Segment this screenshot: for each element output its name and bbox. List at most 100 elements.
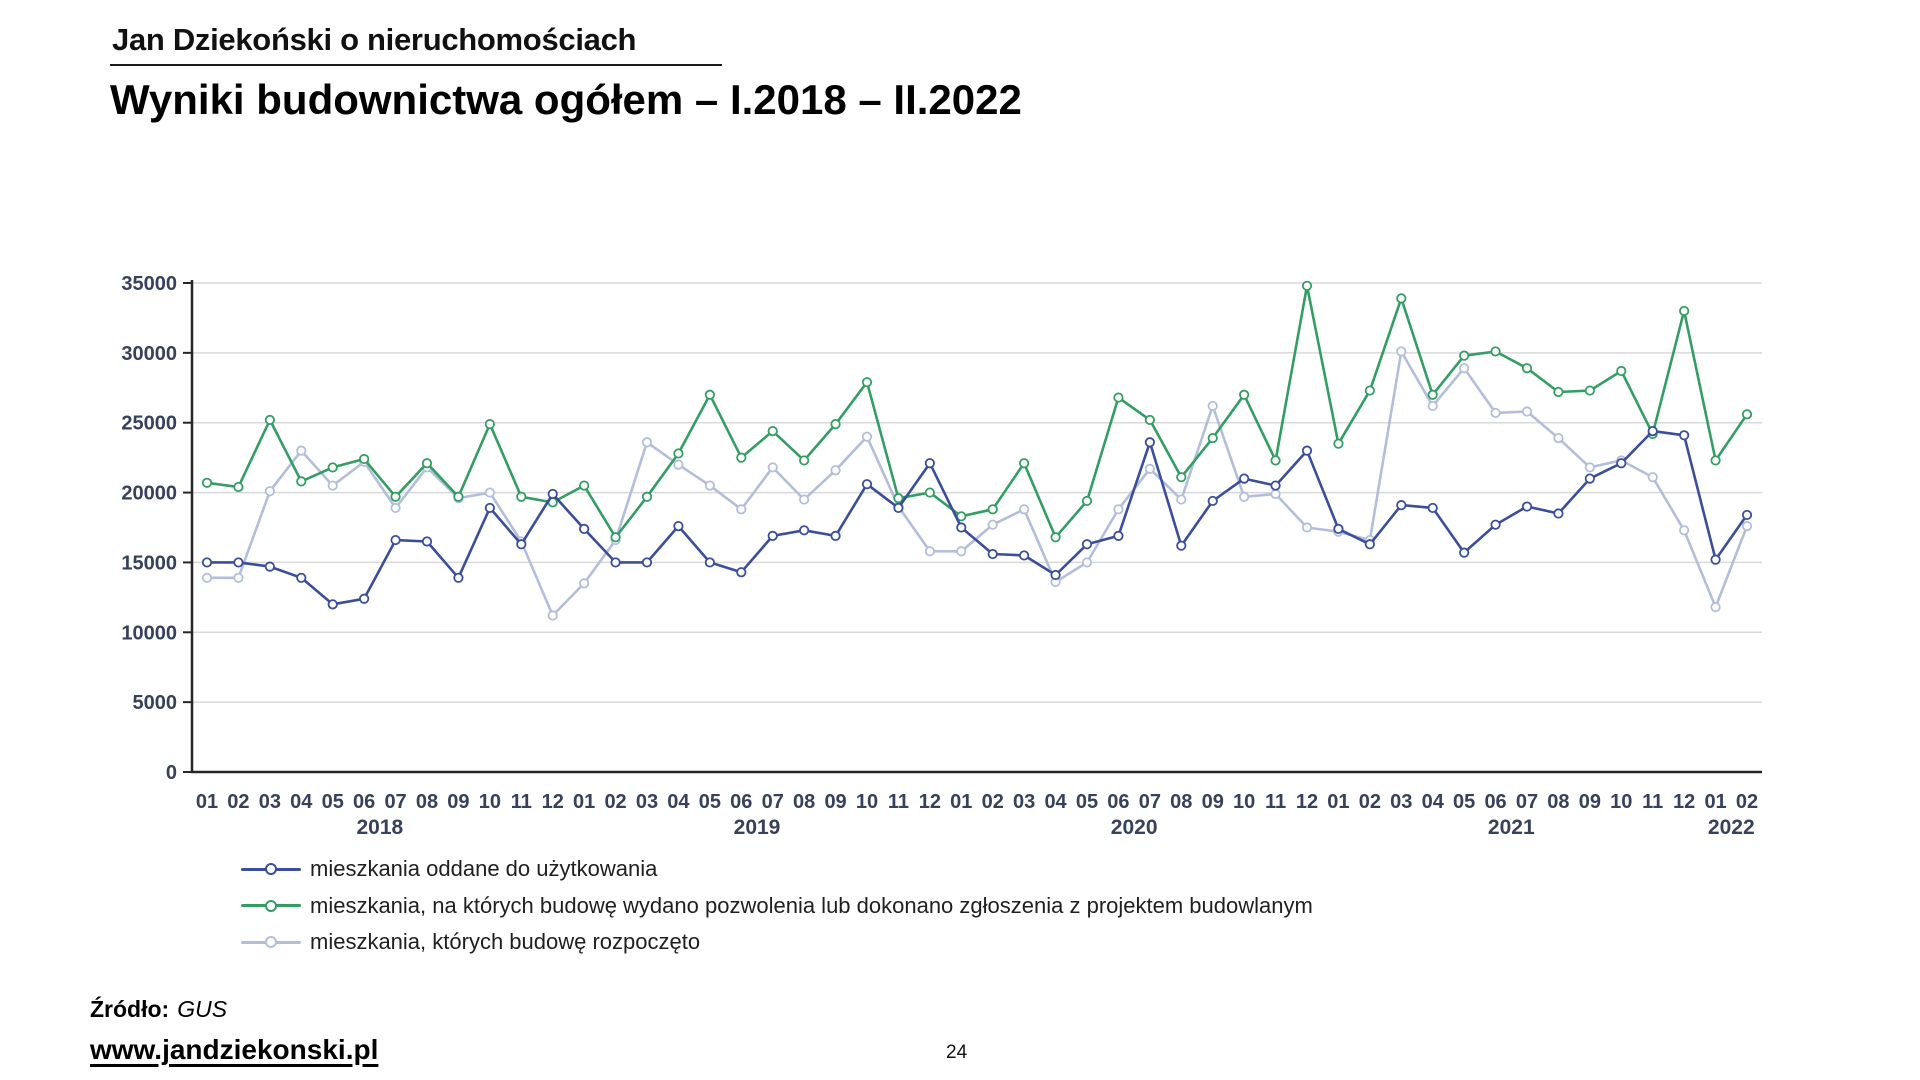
data-point — [767, 462, 778, 473]
x-month-label: 03 — [636, 791, 658, 813]
legend-label: mieszkania oddane do użytkowania — [310, 856, 658, 882]
data-point — [1490, 346, 1501, 357]
y-tick-label: 20000 — [121, 483, 177, 505]
data-point — [861, 431, 873, 442]
x-month-label: 10 — [1610, 791, 1632, 813]
data-point — [1679, 430, 1690, 441]
brand-header: Jan Dziekoński o nieruchomościach — [112, 22, 637, 57]
x-month-label: 10 — [479, 791, 501, 813]
data-point — [1396, 293, 1407, 304]
data-point — [1679, 525, 1690, 536]
data-point — [673, 448, 684, 459]
data-point — [1553, 386, 1564, 398]
data-point — [547, 488, 558, 500]
data-point — [1301, 522, 1313, 533]
chart-legend: mieszkania oddane do użytkowania mieszkan… — [241, 851, 1313, 961]
data-point — [861, 377, 873, 388]
data-point — [641, 491, 653, 502]
x-month-label: 09 — [824, 791, 846, 813]
data-point — [830, 530, 841, 541]
data-point — [579, 523, 590, 534]
x-month-label: 01 — [196, 791, 218, 813]
x-month-label: 07 — [1139, 791, 1161, 813]
data-point — [1081, 557, 1093, 568]
x-month-label: 05 — [322, 791, 344, 813]
website-link[interactable]: www.jandziekonski.pl — [90, 1034, 379, 1065]
data-point — [610, 532, 621, 543]
data-point — [1270, 480, 1281, 491]
data-point — [1710, 455, 1721, 466]
data-point — [924, 546, 935, 557]
data-point — [233, 481, 244, 493]
x-month-label: 04 — [1044, 791, 1067, 813]
data-point — [1553, 508, 1564, 519]
data-point — [1616, 365, 1627, 377]
data-point — [1270, 488, 1281, 500]
legend-item-1: mieszkania, na których budowę wydano poz… — [241, 888, 1313, 925]
data-point — [421, 458, 433, 469]
x-month-label: 10 — [1233, 791, 1255, 813]
data-point — [1364, 539, 1375, 550]
data-point — [893, 493, 904, 504]
x-month-label: 08 — [416, 791, 438, 813]
data-point — [830, 465, 841, 476]
page-title: Wyniki budownictwa ogółem – I.2018 – II.… — [110, 76, 1022, 123]
data-point — [1647, 472, 1658, 483]
x-month-label: 10 — [856, 791, 878, 813]
data-point — [233, 572, 244, 583]
data-point — [1301, 280, 1313, 291]
data-point — [1584, 462, 1595, 473]
data-point — [1490, 407, 1501, 419]
data-point — [1427, 502, 1438, 514]
data-point — [1113, 530, 1124, 541]
data-point — [484, 487, 495, 498]
x-month-label: 08 — [793, 791, 815, 813]
data-point — [484, 419, 495, 430]
y-tick-label: 25000 — [121, 413, 177, 435]
legend-marker-icon — [241, 899, 301, 912]
data-point — [1207, 432, 1218, 444]
data-point — [1081, 495, 1093, 507]
data-point — [987, 504, 998, 515]
data-point — [296, 445, 307, 456]
data-point — [1050, 532, 1061, 543]
legend-marker-icon — [241, 936, 301, 949]
y-tick-label: 35000 — [121, 273, 177, 295]
y-tick-label: 30000 — [121, 343, 177, 365]
data-point — [861, 479, 873, 490]
data-point — [1144, 414, 1155, 426]
data-point — [1239, 473, 1250, 484]
data-point — [390, 534, 401, 546]
x-month-label: 07 — [762, 791, 784, 813]
legend-item-2: mieszkania, których budowę rozpoczęto — [241, 924, 1313, 961]
data-point — [893, 502, 904, 514]
data-point — [924, 458, 935, 469]
x-month-label: 08 — [1170, 791, 1192, 813]
data-point — [1270, 455, 1281, 466]
x-month-label: 03 — [1390, 791, 1412, 813]
data-point — [704, 480, 715, 491]
data-point — [830, 419, 841, 430]
x-month-label: 02 — [982, 791, 1004, 813]
series-line-0 — [205, 429, 1749, 606]
source-value: GUS — [177, 996, 228, 1022]
x-month-label: 06 — [730, 791, 752, 813]
x-month-label: 12 — [1296, 791, 1318, 813]
data-point — [327, 480, 338, 491]
data-point — [956, 546, 967, 557]
data-point — [1427, 389, 1438, 400]
data-point — [421, 536, 433, 547]
data-point — [1144, 463, 1155, 474]
data-point — [736, 452, 747, 463]
data-point — [579, 480, 590, 491]
data-point — [610, 557, 621, 568]
data-point — [1081, 539, 1093, 550]
data-point — [1333, 523, 1344, 534]
legend-label: mieszkania, na których budowę wydano poz… — [310, 892, 1313, 918]
x-month-label: 09 — [1202, 791, 1224, 813]
data-point — [1427, 400, 1438, 412]
data-point — [799, 494, 810, 505]
x-month-label: 02 — [604, 791, 626, 813]
data-point — [987, 548, 998, 560]
data-point — [1176, 472, 1187, 483]
